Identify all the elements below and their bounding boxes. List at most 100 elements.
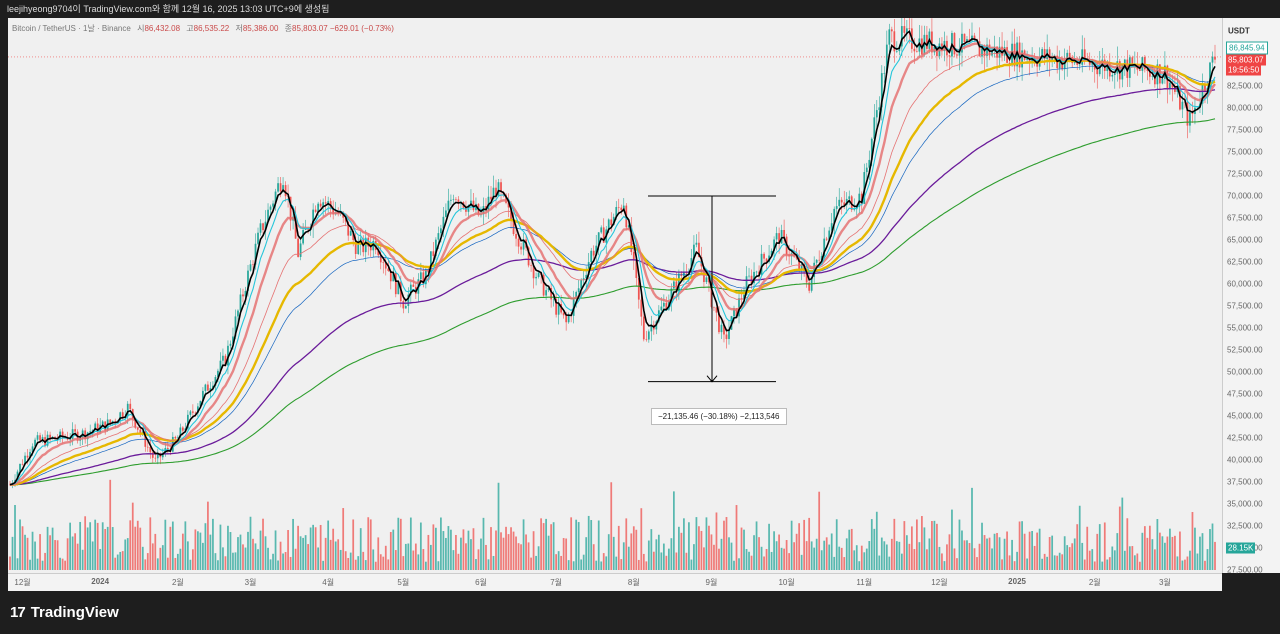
candle-body — [602, 227, 605, 243]
volume-bar — [522, 519, 525, 570]
candle-body — [903, 26, 906, 33]
volume-bar — [279, 541, 282, 570]
candle-body — [552, 298, 555, 300]
time-tick-label: 11월 — [856, 578, 873, 587]
time-tick-label: 2025 — [1008, 577, 1026, 586]
candle-body — [1091, 62, 1094, 65]
candle-body — [615, 206, 618, 217]
candle-body — [262, 223, 264, 231]
candle-body — [698, 242, 700, 258]
candle-body — [299, 243, 302, 257]
candle-body — [74, 429, 77, 432]
volume-bar — [1123, 550, 1126, 570]
candle-body — [139, 429, 142, 433]
candle-body — [818, 259, 821, 261]
candle-body — [978, 41, 981, 57]
volume-bar — [993, 533, 996, 570]
volume-bar — [257, 549, 259, 570]
candle-body — [1066, 52, 1069, 63]
time-axis[interactable]: 12월 2024 2월 3월 4월 5월 6월 7월 8월 9월 10월 11월 12월 2025 2월 3월 — [8, 573, 1222, 591]
volume-bar — [860, 545, 863, 570]
volume-bar — [1016, 551, 1018, 570]
volume-bar — [450, 529, 452, 570]
volume-bar — [1136, 553, 1139, 570]
legend-high: 86,535.22 — [193, 24, 230, 33]
volume-bar — [1156, 519, 1159, 570]
time-tick-label: 3월 — [244, 578, 257, 587]
volume-bar — [287, 530, 289, 570]
volume-bar — [367, 517, 370, 570]
candle-body — [472, 200, 475, 211]
volume-bar — [953, 548, 956, 570]
volume-bar — [1073, 538, 1076, 570]
price-tick-label: 52,500.00 — [1227, 345, 1263, 355]
candle-body — [610, 219, 613, 226]
candle-body — [640, 299, 643, 317]
volume-bar — [259, 530, 262, 570]
candle-body — [1013, 43, 1016, 67]
candle-body — [547, 287, 550, 291]
volume-bar — [798, 523, 801, 570]
candle-body — [1098, 65, 1101, 75]
volume-bar — [590, 520, 593, 570]
candle-body — [981, 47, 983, 57]
candle-body — [389, 270, 392, 282]
volume-bar — [780, 547, 783, 570]
volume-bar — [885, 544, 888, 570]
candle-body — [19, 463, 21, 472]
candle-body — [104, 421, 107, 431]
candle-body — [693, 244, 695, 259]
volume-bar — [332, 528, 335, 570]
candle-body — [1181, 101, 1184, 110]
candle-body — [229, 343, 232, 346]
price-axis[interactable]: 82,500.00 80,000.00 77,500.00 75,000.00 72,5… — [1222, 18, 1280, 575]
candle-body — [600, 227, 603, 233]
time-tick-label: 5월 — [397, 578, 410, 587]
candle-body — [878, 107, 881, 111]
volume-bar — [607, 534, 610, 570]
candle-body — [868, 159, 871, 168]
volume-bar — [785, 540, 788, 570]
candle-body — [916, 51, 918, 52]
ema-purple-line — [10, 87, 1216, 486]
volume-bar — [214, 553, 217, 570]
volume-bar — [334, 541, 337, 570]
candle-body — [121, 412, 124, 418]
candle-body — [627, 225, 630, 228]
volume-bar — [657, 534, 660, 570]
volume-bar — [835, 519, 838, 570]
volume-bar — [74, 533, 77, 570]
volume-bar — [217, 560, 219, 570]
volume-bar — [186, 541, 189, 570]
volume-bar — [176, 553, 179, 570]
volume-bar — [1053, 555, 1056, 570]
price-chart[interactable] — [8, 18, 1222, 573]
brand[interactable]: 17 TradingView — [10, 604, 119, 621]
volume-bar — [129, 520, 132, 570]
candle-body — [1196, 107, 1199, 109]
volume-bar — [567, 560, 570, 570]
volume-bar — [1126, 518, 1129, 570]
price-tick-label: 65,000.00 — [1227, 235, 1263, 245]
volume-bar — [655, 539, 658, 570]
volume-bar — [347, 557, 350, 570]
candle-body — [905, 28, 908, 33]
volume-bar — [1096, 533, 1099, 570]
candle-body — [297, 238, 299, 257]
volume-bar — [1204, 560, 1206, 570]
chart-legend: Bitcoin / TetherUS · 1날 · Binance 시86,43… — [12, 23, 394, 34]
volume-bar — [24, 534, 26, 570]
volume-bar — [194, 529, 197, 570]
legend-high-label: 고 — [186, 24, 194, 33]
candle-body — [537, 272, 540, 277]
volume-bar — [577, 522, 580, 570]
volume-bar — [1128, 546, 1131, 570]
volume-bar — [916, 519, 918, 570]
price-tick-label: 50,000.00 — [1227, 367, 1263, 377]
volume-bar — [845, 538, 848, 570]
volume-bar — [570, 517, 573, 570]
volume-bar — [938, 546, 941, 570]
chart-area[interactable]: Bitcoin / TetherUS · 1날 · Binance 시86,43… — [8, 18, 1222, 573]
volume-bar — [424, 561, 427, 570]
volume-bar — [94, 519, 97, 570]
